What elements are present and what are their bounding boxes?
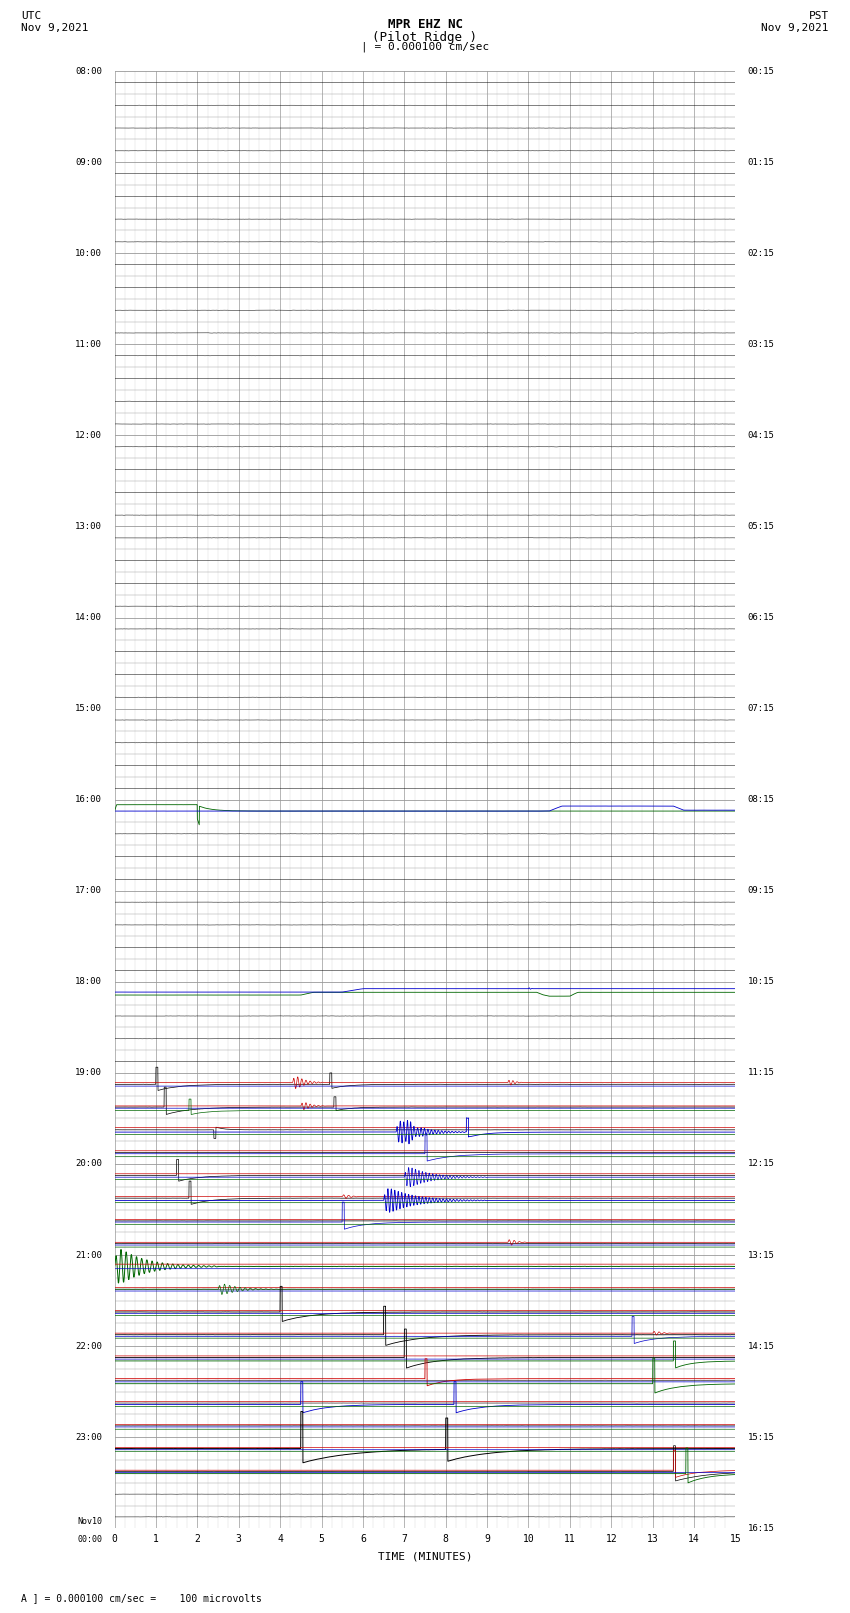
Text: 11: 11 — [564, 1534, 575, 1544]
Text: 00:00: 00:00 — [77, 1536, 102, 1544]
Text: 01:15: 01:15 — [748, 158, 774, 166]
Text: PST: PST — [808, 11, 829, 21]
Text: 0: 0 — [111, 1534, 117, 1544]
Text: 00:15: 00:15 — [748, 66, 774, 76]
Text: 9: 9 — [484, 1534, 490, 1544]
Text: 4: 4 — [277, 1534, 283, 1544]
Text: 16:00: 16:00 — [76, 795, 102, 805]
Text: 13: 13 — [647, 1534, 659, 1544]
Text: Nov 9,2021: Nov 9,2021 — [762, 23, 829, 32]
Text: 10: 10 — [523, 1534, 535, 1544]
Text: 10:00: 10:00 — [76, 248, 102, 258]
Text: 06:15: 06:15 — [748, 613, 774, 623]
Text: 12: 12 — [605, 1534, 617, 1544]
Text: 14:00: 14:00 — [76, 613, 102, 623]
Text: 1: 1 — [153, 1534, 159, 1544]
Text: 09:00: 09:00 — [76, 158, 102, 166]
Text: 14: 14 — [688, 1534, 700, 1544]
Text: 11:00: 11:00 — [76, 340, 102, 348]
Text: 10:15: 10:15 — [748, 977, 774, 986]
Text: 18:00: 18:00 — [76, 977, 102, 986]
Text: 12:15: 12:15 — [748, 1160, 774, 1168]
Text: 5: 5 — [319, 1534, 325, 1544]
Text: 09:15: 09:15 — [748, 886, 774, 895]
Text: MPR EHZ NC: MPR EHZ NC — [388, 18, 462, 31]
Text: 04:15: 04:15 — [748, 431, 774, 440]
Text: A ] = 0.000100 cm/sec =    100 microvolts: A ] = 0.000100 cm/sec = 100 microvolts — [21, 1594, 262, 1603]
Text: Nov10: Nov10 — [77, 1516, 102, 1526]
Text: 05:15: 05:15 — [748, 523, 774, 531]
Text: 11:15: 11:15 — [748, 1068, 774, 1077]
Text: 02:15: 02:15 — [748, 248, 774, 258]
Text: 20:00: 20:00 — [76, 1160, 102, 1168]
Text: 21:00: 21:00 — [76, 1250, 102, 1260]
Text: 14:15: 14:15 — [748, 1342, 774, 1350]
Text: 12:00: 12:00 — [76, 431, 102, 440]
Text: 8: 8 — [443, 1534, 449, 1544]
Text: 3: 3 — [235, 1534, 241, 1544]
Text: 19:00: 19:00 — [76, 1068, 102, 1077]
Text: 16:15: 16:15 — [748, 1524, 774, 1532]
Text: 15: 15 — [729, 1534, 741, 1544]
Text: 17:00: 17:00 — [76, 886, 102, 895]
Text: 15:00: 15:00 — [76, 705, 102, 713]
Text: 13:00: 13:00 — [76, 523, 102, 531]
Text: 23:00: 23:00 — [76, 1432, 102, 1442]
Text: TIME (MINUTES): TIME (MINUTES) — [377, 1552, 473, 1561]
Text: 08:15: 08:15 — [748, 795, 774, 805]
Text: 13:15: 13:15 — [748, 1250, 774, 1260]
Text: 08:00: 08:00 — [76, 66, 102, 76]
Text: UTC: UTC — [21, 11, 42, 21]
Text: (Pilot Ridge ): (Pilot Ridge ) — [372, 31, 478, 44]
Text: 7: 7 — [401, 1534, 407, 1544]
Text: | = 0.000100 cm/sec: | = 0.000100 cm/sec — [361, 42, 489, 53]
Text: 6: 6 — [360, 1534, 366, 1544]
Text: 15:15: 15:15 — [748, 1432, 774, 1442]
Text: 22:00: 22:00 — [76, 1342, 102, 1350]
Text: 2: 2 — [195, 1534, 201, 1544]
Text: 03:15: 03:15 — [748, 340, 774, 348]
Text: 07:15: 07:15 — [748, 705, 774, 713]
Text: Nov 9,2021: Nov 9,2021 — [21, 23, 88, 32]
